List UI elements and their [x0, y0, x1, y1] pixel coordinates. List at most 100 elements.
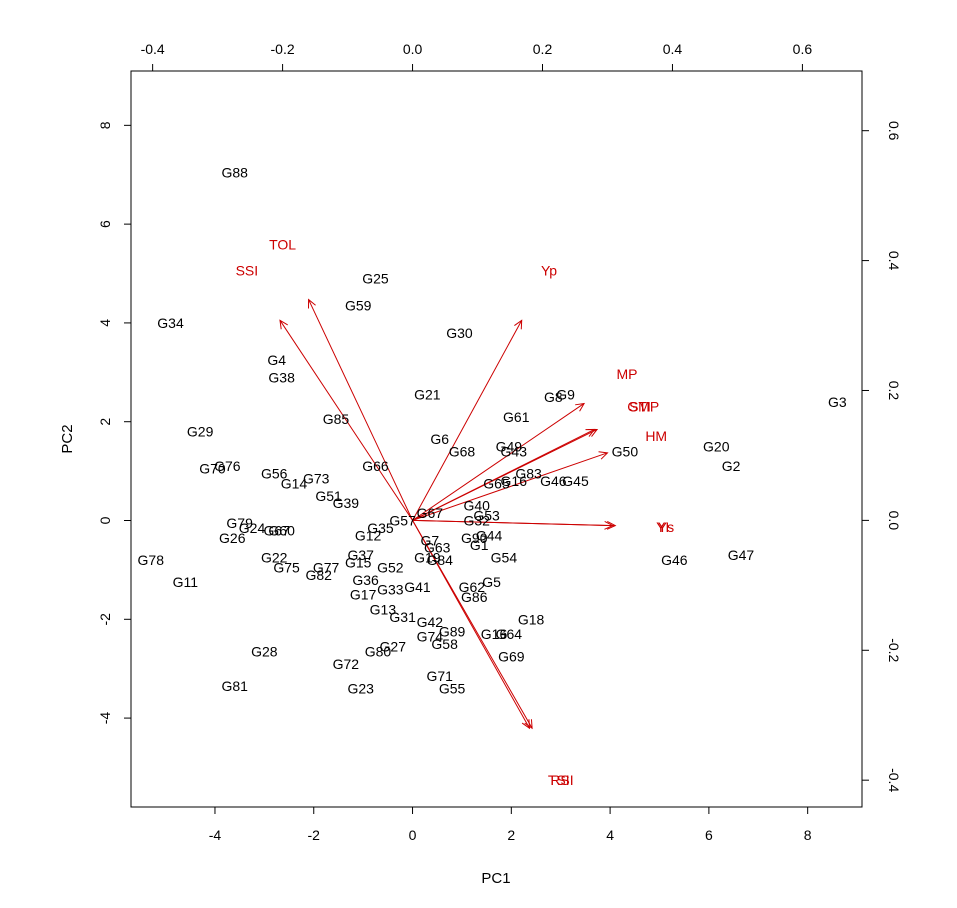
score-label: G86 [461, 589, 488, 605]
score-label: G52 [377, 559, 404, 575]
x-tick-label: 2 [507, 827, 515, 843]
score-label: G74 [417, 629, 444, 645]
right-axis: -0.4 -0.2 0.0 0.2 0.4 0.6 [862, 121, 902, 792]
variable-label: SSI [236, 262, 259, 278]
variable-label: Ys [658, 519, 674, 535]
score-label: G24 [239, 520, 266, 536]
x-tick-label: 8 [804, 827, 812, 843]
score-label: G46 [661, 552, 688, 568]
score-label: G14 [281, 475, 308, 491]
score-label: G81 [221, 678, 248, 694]
score-label: G13 [370, 601, 397, 617]
plot-frame [130, 70, 863, 808]
score-label: G59 [345, 298, 372, 314]
score-label: G70 [199, 461, 226, 477]
score-label: G12 [355, 527, 382, 543]
score-label: G67 [263, 522, 290, 538]
score-label: G5 [482, 574, 501, 590]
score-label: G58 [431, 636, 458, 652]
score-label: G75 [273, 559, 300, 575]
loading-arrowhead [575, 402, 586, 412]
score-label: G2 [722, 458, 741, 474]
score-label: G8 [544, 389, 563, 405]
variable-label: TSI [548, 772, 570, 788]
variable-label: YI [656, 519, 669, 535]
loading-arrowhead [279, 319, 288, 330]
score-label: G64 [496, 626, 523, 642]
score-label: G77 [313, 559, 340, 575]
loading-arrowhead [308, 298, 316, 309]
score-label: G19 [414, 550, 441, 566]
variable-label: HM [645, 428, 667, 444]
top-tick-label: -0.4 [141, 41, 165, 57]
score-label: G65 [483, 475, 510, 491]
score-label: G9 [556, 387, 575, 403]
loading-arrowhead [588, 428, 599, 437]
score-label: G78 [138, 552, 165, 568]
x-tick-label: -2 [308, 827, 321, 843]
score-label: G71 [426, 668, 453, 684]
bottom-axis: -4 -2 0 2 4 6 8 [209, 807, 812, 843]
score-label: G44 [476, 527, 503, 543]
score-label: G34 [157, 315, 184, 331]
score-label: G73 [303, 471, 330, 487]
score-label: G45 [562, 473, 589, 489]
score-label: G47 [728, 547, 755, 563]
y-tick-label: 6 [97, 220, 113, 228]
score-label: G84 [426, 552, 453, 568]
score-label: G25 [362, 270, 389, 286]
score-label: G28 [251, 643, 278, 659]
score-label: G66 [362, 458, 389, 474]
score-label: G55 [439, 680, 466, 696]
score-label: G54 [491, 550, 518, 566]
y-tick-label: -4 [97, 712, 113, 725]
right-tick-label: -0.2 [886, 638, 902, 662]
score-label: G51 [315, 488, 342, 504]
score-label: G83 [515, 466, 542, 482]
score-label: G36 [352, 572, 379, 588]
loading-arrowhead [514, 319, 523, 330]
right-tick-label: 0.6 [886, 121, 902, 141]
score-label: G1 [470, 537, 489, 553]
top-tick-label: -0.2 [271, 41, 295, 57]
score-label: G67 [417, 505, 444, 521]
top-tick-label: 0.4 [663, 41, 683, 57]
score-label: G3 [828, 394, 847, 410]
score-label: G20 [703, 438, 730, 454]
score-label: G82 [305, 567, 332, 583]
y-axis-label: PC2 [59, 424, 76, 453]
score-label: G76 [214, 458, 241, 474]
loading-arrow [279, 320, 413, 521]
x-tick-label: 4 [606, 827, 614, 843]
loading-arrowhead [604, 521, 614, 530]
loading-arrowhead [521, 719, 531, 730]
score-label: G29 [187, 424, 214, 440]
score-label: G17 [350, 587, 377, 603]
variable-label: RSI [550, 772, 573, 788]
x-tick-label: -4 [209, 827, 222, 843]
loading-arrow [412, 519, 613, 527]
loading-arrow [412, 403, 585, 521]
variable-label: MP [616, 366, 637, 382]
score-label: G16 [501, 473, 528, 489]
y-tick-label: -2 [97, 613, 113, 626]
score-label: G88 [221, 164, 248, 180]
right-tick-label: 0.4 [886, 251, 902, 271]
score-label: G39 [333, 495, 360, 511]
score-label: G42 [417, 614, 444, 630]
score-label: G26 [219, 530, 246, 546]
score-label: G37 [347, 547, 374, 563]
score-label: G61 [503, 409, 530, 425]
score-label: G22 [261, 550, 288, 566]
score-label: G60 [268, 522, 295, 538]
top-tick-label: 0.2 [533, 41, 553, 57]
loading-arrows [279, 298, 617, 730]
score-label: G57 [389, 513, 416, 529]
y-tick-label: 4 [97, 319, 113, 327]
top-tick-label: 0.0 [403, 41, 423, 57]
score-label: G33 [377, 582, 404, 598]
score-label: G23 [347, 680, 374, 696]
left-axis: -4 -2 0 2 4 6 8 [97, 121, 131, 724]
score-label: G49 [496, 438, 523, 454]
